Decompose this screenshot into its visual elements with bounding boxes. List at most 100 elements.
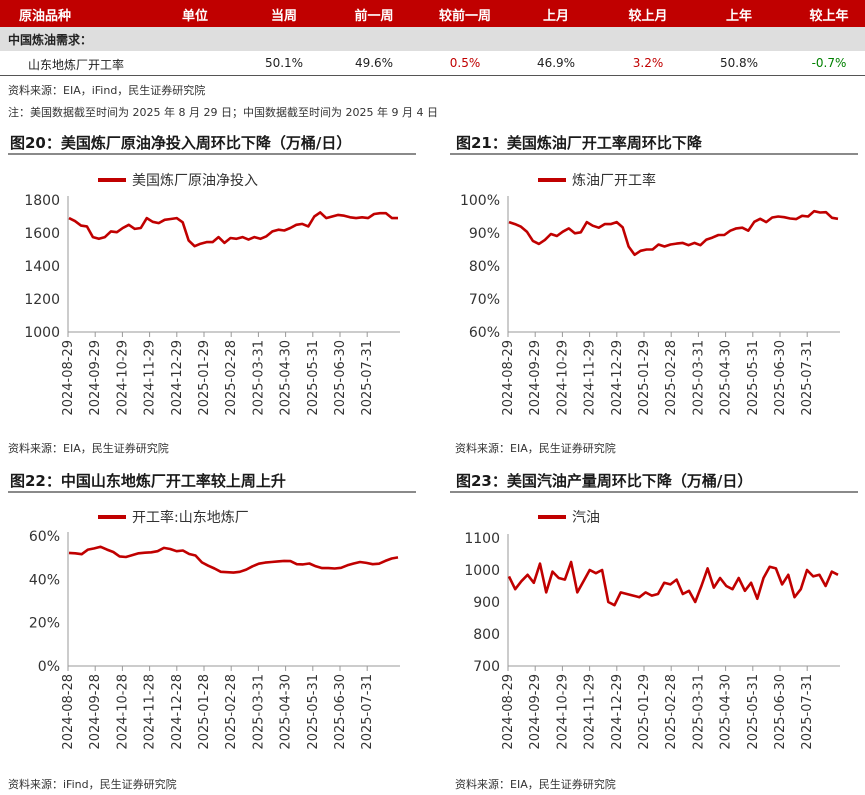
figure-source: 资料来源：EIA，民生证券研究院 — [8, 442, 169, 455]
header-cell: 前一周 — [354, 9, 394, 24]
x-tick-label: 2025-04-30 — [279, 674, 294, 750]
x-tick-label: 2024-11-29 — [143, 340, 158, 416]
x-tick-label: 2025-05-31 — [306, 340, 321, 416]
header-cell: 较前一周 — [438, 9, 492, 24]
header-cell: 较上月 — [628, 9, 668, 24]
y-tick-label: 1000 — [464, 563, 500, 579]
x-tick-label: 2024-11-29 — [583, 340, 598, 416]
x-tick-label: 2024-12-28 — [170, 674, 185, 750]
legend-label: 炼油厂开工率 — [572, 172, 656, 189]
header-cell: 当周 — [270, 9, 298, 24]
y-tick-label: 800 — [473, 627, 500, 643]
x-tick-label: 2024-08-29 — [501, 674, 516, 750]
x-tick-label: 2025-06-30 — [773, 674, 788, 750]
y-tick-label: 0% — [38, 659, 60, 675]
x-tick-label: 2025-04-30 — [719, 674, 734, 750]
row-prev-month: 46.9% — [536, 56, 576, 70]
y-tick-label: 70% — [469, 292, 500, 308]
x-tick-label: 2025-03-31 — [251, 674, 266, 750]
x-tick-label: 2024-09-28 — [88, 674, 103, 750]
x-tick-label: 2025-05-31 — [746, 340, 761, 416]
row-mom: 3.2% — [632, 56, 664, 70]
figure-divider — [450, 153, 858, 155]
y-tick-label: 20% — [29, 616, 60, 632]
x-tick-label: 2024-11-28 — [143, 674, 158, 750]
legend-label: 开工率:山东地炼厂 — [132, 509, 249, 526]
x-tick-label: 2024-12-29 — [610, 674, 625, 750]
row-current: 50.1% — [264, 56, 304, 70]
table-header: 原油品种 单位 当周 前一周 较前一周 上月 较上月 上年 较上年 — [0, 0, 865, 27]
figure-title-21: 图21：美国炼油厂开工率周环比下降 — [456, 134, 702, 152]
figure-source: 资料来源：iFind，民生证券研究院 — [8, 778, 177, 791]
y-tick-label: 1000 — [24, 325, 60, 341]
header-cell: 原油品种 — [18, 9, 72, 24]
row-wow: 0.5% — [449, 56, 481, 70]
header-cell: 上年 — [725, 9, 753, 24]
table-row: 山东地炼厂开工率 50.1% 49.6% 0.5% 46.9% 3.2% 50.… — [0, 51, 865, 76]
series-line — [68, 545, 399, 574]
y-tick-label: 90% — [469, 226, 500, 242]
y-tick-label: 60% — [29, 529, 60, 545]
x-tick-label: 2025-07-31 — [800, 674, 815, 750]
y-tick-label: 700 — [473, 659, 500, 675]
chart-refinery-utilization: 60% 70% 80% 90% 100% 2024-08-29 2024-09-29 2024… — [460, 172, 840, 416]
chart-shandong-utilization: 0% 20% 40% 60% 2024-08-28 2024-09-28 2024-10-2… — [29, 509, 400, 750]
y-tick-label: 1800 — [24, 193, 60, 209]
figure-divider — [450, 491, 858, 493]
row-name: 山东地炼厂开工率 — [28, 58, 125, 72]
legend-label: 汽油 — [572, 510, 600, 526]
figure-divider — [8, 491, 416, 493]
table-note: 注：美国数据截至时间为 2025 年 8 月 29 日；中国数据截至时间为 20… — [8, 106, 438, 119]
x-tick-label: 2024-12-29 — [170, 340, 185, 416]
x-tick-label: 2024-09-29 — [528, 674, 543, 750]
x-tick-label: 2024-10-29 — [555, 674, 570, 750]
legend-label: 美国炼厂原油净投入 — [132, 173, 258, 189]
row-prev-year: 50.8% — [719, 56, 759, 70]
x-tick-label: 2024-08-29 — [61, 340, 76, 416]
x-tick-label: 2025-03-31 — [691, 340, 706, 416]
figure-title-23: 图23：美国汽油产量周环比下降（万桶/日） — [456, 472, 753, 490]
x-tick-label: 2025-07-31 — [800, 340, 815, 416]
x-tick-label: 2025-01-29 — [197, 340, 212, 416]
x-tick-label: 2025-07-31 — [360, 340, 375, 416]
series-line — [507, 560, 839, 607]
x-tick-label: 2024-10-28 — [115, 674, 130, 750]
chart-gasoline-production: 700 800 900 1000 1100 2024-08-29 2024-09-29 202… — [464, 510, 840, 750]
x-tick-label: 2025-04-30 — [279, 340, 294, 416]
chart-refinery-crude-input: 1000 1200 1400 1600 1800 2024-08-29 2024-09-29… — [24, 173, 400, 416]
figure-title-20: 图20：美国炼厂原油净投入周环比下降（万桶/日） — [10, 134, 352, 152]
x-tick-label: 2024-09-29 — [88, 340, 103, 416]
x-tick-label: 2025-06-30 — [333, 340, 348, 416]
y-tick-label: 900 — [473, 595, 500, 611]
row-yoy: -0.7% — [811, 56, 847, 70]
table-source: 资料来源：EIA，iFind，民生证券研究院 — [8, 84, 206, 97]
x-tick-label: 2024-08-28 — [61, 674, 76, 750]
x-tick-label: 2025-01-28 — [197, 674, 212, 750]
header-cell: 上月 — [542, 9, 570, 24]
y-tick-label: 1600 — [24, 226, 60, 242]
section-title: 中国炼油需求： — [8, 33, 93, 47]
x-tick-label: 2025-04-30 — [719, 340, 734, 416]
x-tick-label: 2025-07-31 — [360, 674, 375, 750]
x-tick-label: 2024-11-29 — [583, 674, 598, 750]
x-tick-label: 2024-09-29 — [528, 340, 543, 416]
y-tick-label: 80% — [469, 259, 500, 275]
x-tick-label: 2025-05-31 — [746, 674, 761, 750]
y-tick-label: 1400 — [24, 259, 60, 275]
x-tick-label: 2024-10-29 — [115, 340, 130, 416]
y-tick-label: 100% — [460, 193, 500, 209]
x-tick-label: 2025-01-29 — [637, 340, 652, 416]
x-tick-label: 2025-02-28 — [664, 340, 679, 416]
series-line — [68, 211, 398, 248]
x-tick-label: 2024-08-29 — [501, 340, 516, 416]
x-tick-label: 2025-05-31 — [306, 674, 321, 750]
table-section-row: 中国炼油需求： — [0, 27, 865, 51]
series-line — [508, 209, 839, 257]
y-tick-label: 1200 — [24, 292, 60, 308]
header-cell: 较上年 — [809, 9, 849, 24]
x-tick-label: 2024-12-29 — [610, 340, 625, 416]
x-tick-label: 2025-02-28 — [224, 340, 239, 416]
figure-source: 资料来源：EIA，民生证券研究院 — [455, 442, 616, 455]
figure-source: 资料来源：EIA，民生证券研究院 — [455, 778, 616, 791]
y-tick-label: 1100 — [464, 531, 500, 547]
